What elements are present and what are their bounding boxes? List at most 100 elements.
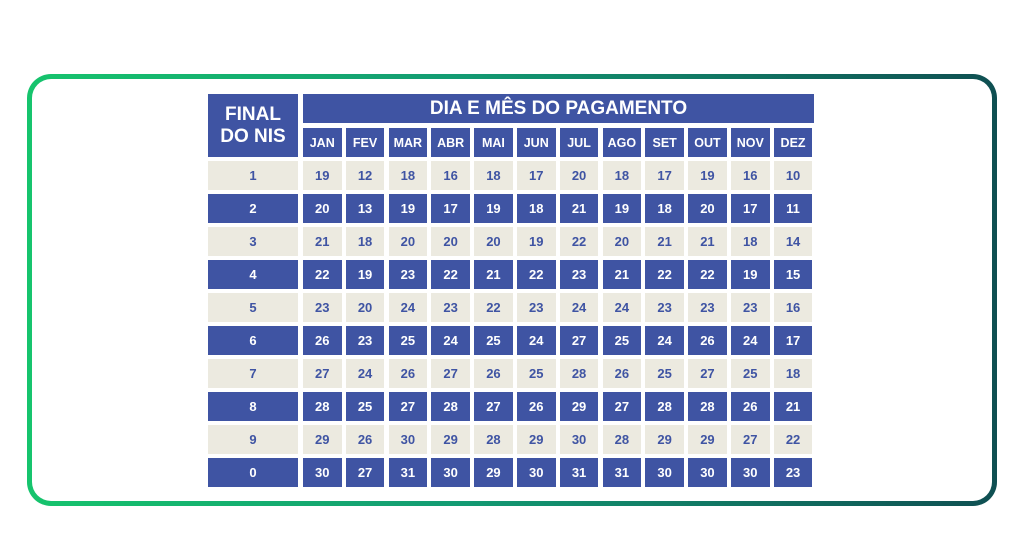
day-cell: 31 [559,458,599,487]
day-cell: 27 [431,359,470,388]
day-cell: 17 [517,161,556,190]
final-do-nis-header: FINAL DO NIS [208,94,298,157]
day-cell: 27 [303,359,342,388]
payment-calendar-table: FINAL DO NIS DIA E MÊS DO PAGAMENTO JAN F… [208,94,814,487]
day-cell: 19 [602,194,642,223]
day-cell: 24 [388,293,428,322]
day-cell: 14 [773,227,813,256]
day-cell: 22 [773,425,813,454]
day-cell: 27 [559,326,599,355]
nis-final-cell: 7 [208,359,298,388]
day-cell: 23 [688,293,727,322]
day-cell: 26 [474,359,513,388]
day-cell: 19 [303,161,342,190]
day-cell: 11 [773,194,813,223]
day-cell: 26 [388,359,428,388]
day-cell: 25 [645,359,684,388]
day-cell: 19 [388,194,428,223]
day-cell: 19 [345,260,385,289]
day-cell: 27 [388,392,428,421]
day-cell: 24 [559,293,599,322]
day-cell: 23 [431,293,470,322]
day-cell: 16 [431,161,470,190]
day-cell: 23 [731,293,770,322]
nis-final-cell: 4 [208,260,298,289]
day-cell: 20 [431,227,470,256]
day-cell: 29 [303,425,342,454]
day-cell: 20 [559,161,599,190]
day-cell: 23 [345,326,385,355]
payment-title-header: DIA E MÊS DO PAGAMENTO [303,94,814,123]
nis-final-cell: 8 [208,392,298,421]
day-cell: 25 [388,326,428,355]
day-cell: 19 [474,194,513,223]
day-cell: 26 [731,392,770,421]
day-cell: 15 [773,260,813,289]
day-cell: 21 [559,194,599,223]
month-header-ago: AGO [602,128,642,157]
month-header-dez: DEZ [773,128,813,157]
day-cell: 23 [303,293,342,322]
day-cell: 13 [345,194,385,223]
day-cell: 28 [645,392,684,421]
day-cell: 30 [303,458,342,487]
day-cell: 18 [773,359,813,388]
day-cell: 21 [303,227,342,256]
day-cell: 17 [431,194,470,223]
nis-final-cell: 3 [208,227,298,256]
day-cell: 29 [431,425,470,454]
day-cell: 22 [688,260,727,289]
nis-final-cell: 2 [208,194,298,223]
day-cell: 28 [688,392,727,421]
day-cell: 26 [602,359,642,388]
day-cell: 22 [303,260,342,289]
month-header-nov: NOV [731,128,770,157]
day-cell: 27 [474,392,513,421]
day-cell: 18 [345,227,385,256]
day-cell: 18 [602,161,642,190]
day-cell: 25 [517,359,556,388]
month-header-set: SET [645,128,684,157]
month-header-mar: MAR [388,128,428,157]
day-cell: 26 [517,392,556,421]
day-cell: 25 [731,359,770,388]
day-cell: 28 [474,425,513,454]
day-cell: 30 [517,458,556,487]
day-cell: 20 [303,194,342,223]
day-cell: 18 [474,161,513,190]
day-cell: 26 [688,326,727,355]
day-cell: 18 [517,194,556,223]
day-cell: 22 [517,260,556,289]
day-cell: 20 [688,194,727,223]
day-cell: 20 [345,293,385,322]
month-header-out: OUT [688,128,727,157]
day-cell: 26 [345,425,385,454]
day-cell: 23 [388,260,428,289]
day-cell: 24 [517,326,556,355]
day-cell: 17 [731,194,770,223]
day-cell: 26 [303,326,342,355]
day-cell: 12 [345,161,385,190]
day-cell: 23 [517,293,556,322]
day-cell: 24 [431,326,470,355]
day-cell: 22 [474,293,513,322]
nis-final-cell: 0 [208,458,298,487]
day-cell: 21 [773,392,813,421]
month-header-fev: FEV [345,128,385,157]
day-cell: 19 [688,161,727,190]
day-cell: 21 [645,227,684,256]
day-cell: 27 [688,359,727,388]
day-cell: 28 [602,425,642,454]
day-cell: 16 [731,161,770,190]
day-cell: 18 [731,227,770,256]
day-cell: 17 [773,326,813,355]
day-cell: 27 [731,425,770,454]
day-cell: 21 [602,260,642,289]
day-cell: 22 [645,260,684,289]
day-cell: 27 [602,392,642,421]
month-header-abr: ABR [431,128,470,157]
day-cell: 24 [345,359,385,388]
day-cell: 28 [559,359,599,388]
nis-final-cell: 5 [208,293,298,322]
day-cell: 31 [602,458,642,487]
